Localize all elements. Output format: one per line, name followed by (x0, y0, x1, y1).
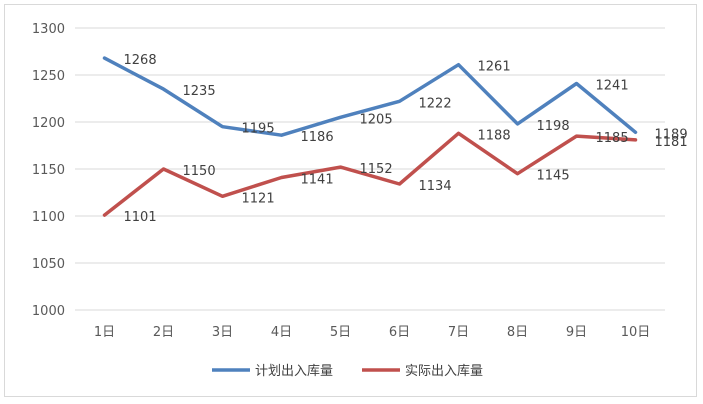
y-tick-label: 1250 (32, 69, 65, 84)
data-label: 1188 (478, 128, 511, 143)
y-tick-label: 1050 (32, 257, 65, 272)
data-label: 1150 (183, 164, 216, 179)
legend-label: 计划出入库量 (255, 363, 333, 379)
y-tick-label: 1200 (32, 116, 65, 131)
data-label: 1186 (301, 130, 334, 145)
data-label: 1181 (655, 135, 688, 150)
data-label: 1241 (596, 78, 629, 93)
x-tick-label: 5日 (330, 325, 351, 340)
x-tick-label: 9日 (566, 325, 587, 340)
data-label: 1141 (301, 172, 334, 187)
data-label: 1189 (655, 127, 688, 142)
y-axis-ticks: 1000 1050 1100 1150 1200 1250 1300 (32, 22, 65, 319)
legend-item-1: 计划出入库量 (212, 363, 333, 379)
chart-frame (4, 4, 697, 397)
data-label: 1152 (360, 162, 393, 177)
data-label: 1145 (537, 169, 570, 184)
legend-label: 实际出入库量 (405, 363, 483, 379)
x-tick-label: 1日 (94, 325, 115, 340)
legend: 计划出入库量 实际出入库量 (212, 363, 483, 379)
x-axis-ticks: 1日 2日 3日 4日 5日 6日 7日 8日 9日 10日 (94, 325, 650, 340)
x-tick-label: 8日 (507, 325, 528, 340)
y-tick-label: 1150 (32, 163, 65, 178)
data-label: 1205 (360, 112, 393, 127)
series-lines (102, 56, 638, 217)
x-tick-label: 2日 (153, 325, 174, 340)
series-line-1 (102, 56, 638, 137)
data-label: 1198 (537, 119, 570, 134)
x-tick-label: 3日 (212, 325, 233, 340)
legend-item-2: 实际出入库量 (362, 363, 483, 379)
series-line-2 (102, 131, 638, 217)
data-labels: 1268 1235 1195 1186 1205 1222 1261 1198 1241 1189… (124, 53, 688, 225)
data-label: 1101 (124, 210, 157, 225)
data-label: 1195 (242, 122, 275, 137)
x-tick-label: 6日 (389, 325, 410, 340)
y-tick-label: 1100 (32, 210, 65, 225)
y-tick-label: 1300 (32, 22, 65, 37)
data-label: 1261 (478, 60, 511, 75)
data-label: 1185 (596, 131, 629, 146)
x-tick-label: 7日 (448, 325, 469, 340)
gridlines (75, 27, 665, 311)
x-tick-label: 4日 (271, 325, 292, 340)
data-label: 1268 (124, 53, 157, 68)
data-label: 1134 (419, 179, 452, 194)
x-tick-label: 10日 (621, 325, 651, 340)
data-label: 1121 (242, 191, 275, 206)
data-label: 1222 (419, 96, 452, 111)
y-tick-label: 1000 (32, 304, 65, 319)
data-label: 1235 (183, 84, 216, 99)
